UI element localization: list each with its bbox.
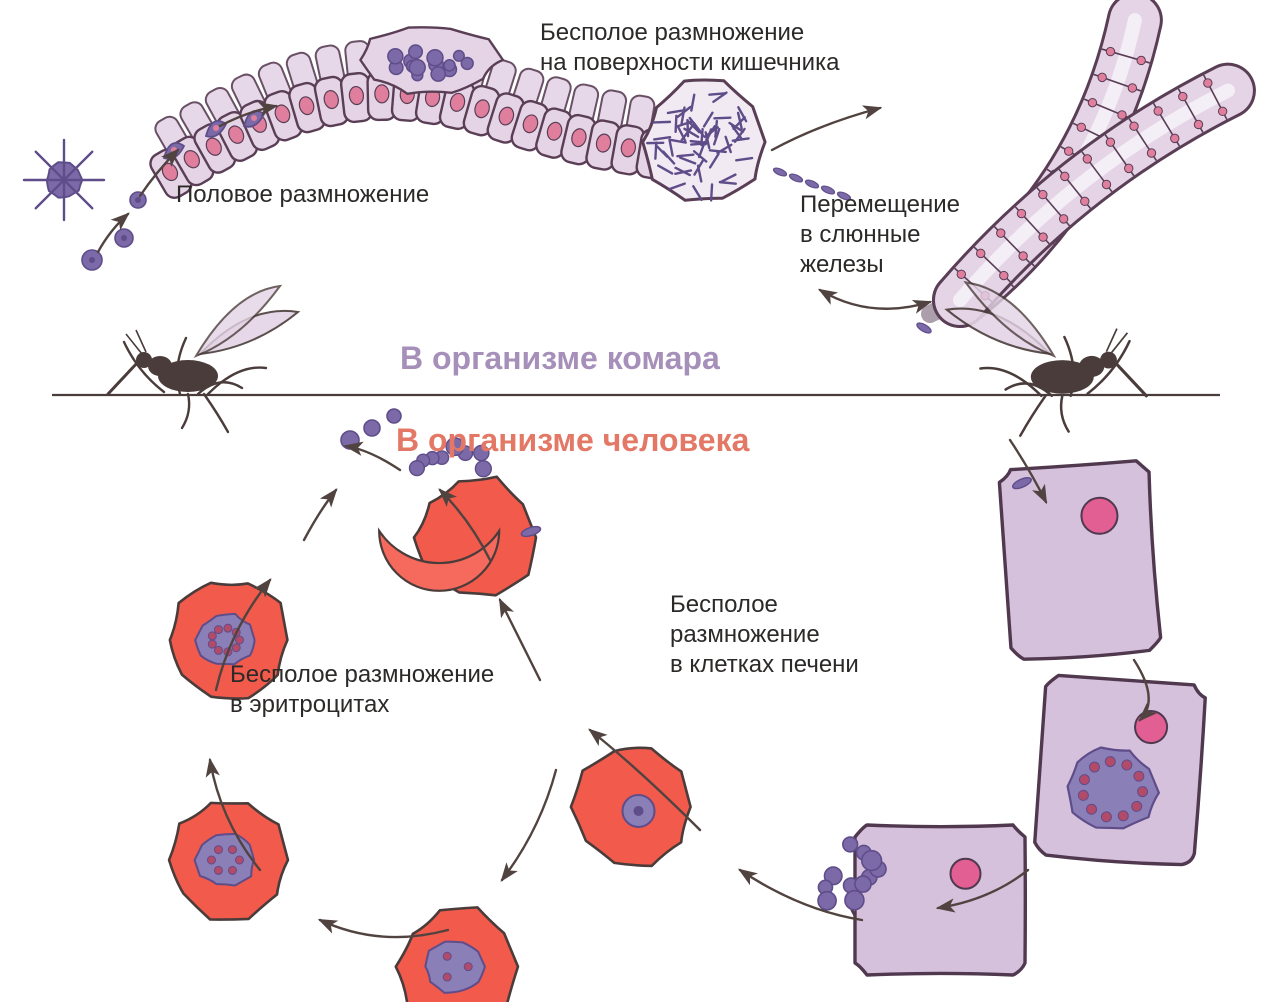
label-liver-asexual: Бесполое размножение в клетках печени: [670, 590, 859, 680]
mosquito-icon: [108, 286, 298, 432]
salivary-gland: [915, 20, 1228, 335]
erythrocyte: [396, 907, 518, 1002]
title-human: В организме человека: [396, 420, 749, 460]
oocyst: [643, 80, 852, 202]
diagram-canvas: [0, 0, 1280, 1002]
liver-cell: [850, 825, 1025, 975]
title-mosquito: В организме комара: [400, 338, 720, 378]
flow-arrow: [346, 446, 400, 470]
label-rbc-asexual: Бесполое размножение в эритроцитах: [230, 660, 494, 720]
flow-arrow: [502, 770, 556, 880]
diagram-stage: В организме комара В организме человека …: [0, 0, 1280, 1002]
flow-arrow: [820, 290, 930, 309]
label-asexual-gut: Бесполое размножение на поверхности кише…: [540, 18, 839, 78]
liver-cell: [1034, 675, 1207, 867]
label-salivary-migration: Перемещение в слюнные железы: [800, 190, 960, 280]
flow-arrow: [500, 600, 540, 680]
label-sexual-reproduction: Половое размножение: [176, 180, 429, 210]
flow-arrow: [304, 490, 336, 540]
liver-cell: [999, 460, 1162, 662]
flow-arrow: [740, 870, 862, 920]
flow-arrow: [772, 108, 880, 150]
